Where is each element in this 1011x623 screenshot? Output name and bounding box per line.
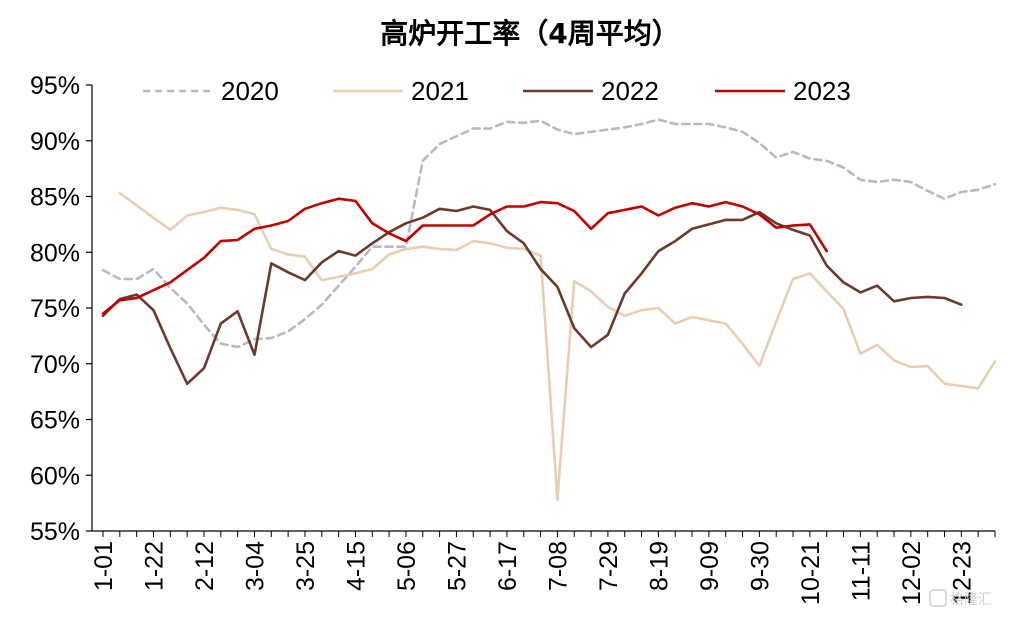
series-line-2023 [101, 197, 828, 315]
y-tick-label: 70% [30, 351, 80, 379]
watermark: 格隆汇 [929, 589, 992, 608]
legend-label-2021: 2021 [411, 76, 469, 106]
watermark-text: 格隆汇 [950, 592, 992, 608]
chart-title: 高炉开工率（4周平均） [380, 17, 679, 50]
x-tick-label: 5-27 [443, 541, 471, 591]
y-tick-label: 75% [30, 295, 80, 323]
x-tick-label: 12-23 [948, 541, 976, 605]
x-tick-label: 6-17 [494, 541, 522, 591]
x-tick-label: 5-06 [393, 541, 421, 591]
x-tick-label: 7-29 [595, 541, 623, 591]
x-tick-label: 11-11 [847, 541, 875, 601]
y-tick-label: 80% [30, 239, 80, 267]
series-layer [101, 118, 997, 502]
x-tick-label: 10-21 [797, 541, 825, 605]
x-tick-label: 2-12 [191, 541, 219, 591]
series-line-2022 [101, 205, 963, 386]
legend-label-2022: 2022 [601, 76, 659, 106]
y-tick-label: 90% [30, 128, 80, 156]
y-tick-label: 55% [30, 518, 80, 546]
y-tick-label: 60% [30, 462, 80, 490]
x-tick-label: 8-19 [645, 541, 673, 591]
y-tick-label: 95% [30, 72, 80, 100]
x-tick-label: 3-25 [292, 541, 320, 591]
x-tick-label: 9-30 [746, 541, 774, 591]
y-tick-label: 65% [30, 407, 80, 435]
x-ticks: 1-01 1-22 2-12 3-04 3-25 4-15 5-06 5-27 6-17 7-08… [90, 531, 996, 605]
y-ticks: 95% 90% 85% 80% 75% 70% 65% 60% 55% [30, 72, 92, 546]
x-tick-label: 7-08 [544, 541, 572, 591]
x-tick-label: 1-01 [90, 541, 118, 591]
legend-label-2020: 2020 [221, 76, 279, 106]
x-tick-label: 3-04 [241, 541, 269, 591]
legend: 2020 2021 2022 2023 [143, 76, 851, 106]
legend-label-2023: 2023 [793, 76, 851, 106]
x-tick-label: 12-02 [898, 541, 926, 605]
y-tick-label: 85% [30, 184, 80, 212]
x-tick-label: 1-22 [140, 541, 168, 591]
x-tick-label: 9-09 [696, 541, 724, 591]
watermark-logo-icon [929, 589, 947, 607]
x-tick-label: 4-15 [342, 541, 370, 591]
series-line-2021 [118, 191, 997, 502]
series-line-2020 [101, 118, 997, 349]
